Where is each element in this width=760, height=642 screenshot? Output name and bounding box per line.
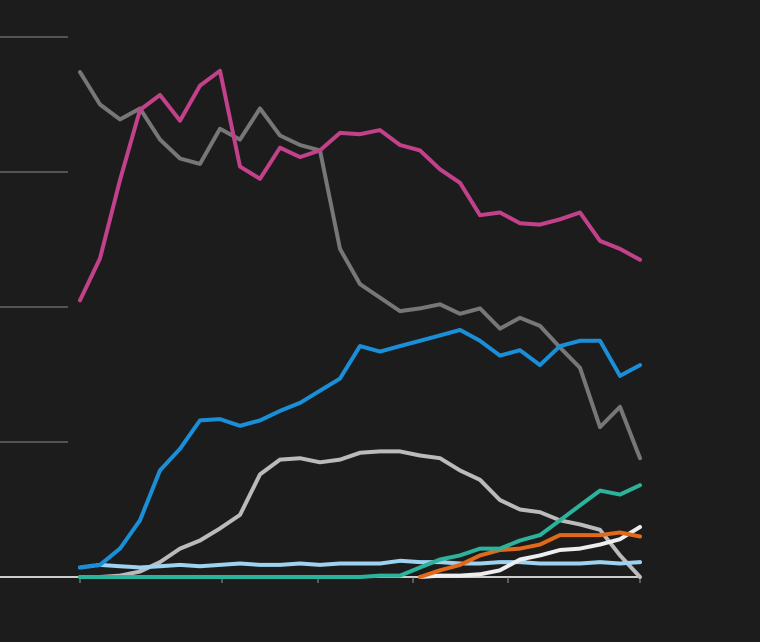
series-line	[78, 68, 642, 303]
series-line	[78, 449, 642, 579]
series-line	[418, 530, 642, 579]
series-line	[78, 483, 642, 579]
series-line	[78, 70, 642, 461]
series-line	[78, 327, 642, 570]
series-line	[418, 525, 642, 579]
series-line	[78, 558, 642, 570]
